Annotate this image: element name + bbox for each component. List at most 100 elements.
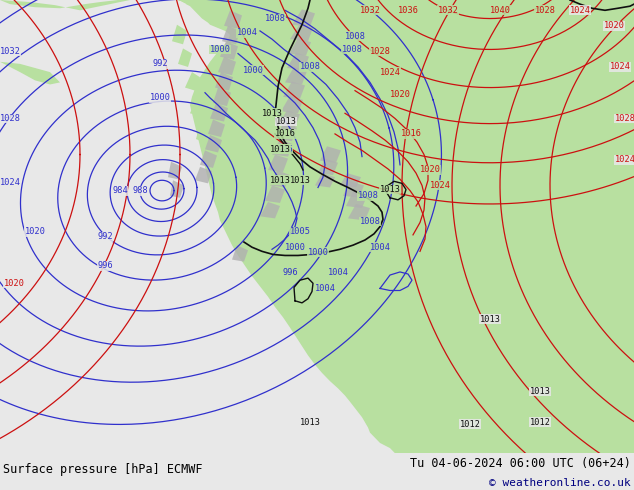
Text: 1016: 1016 bbox=[401, 129, 422, 138]
Polygon shape bbox=[318, 159, 338, 175]
Polygon shape bbox=[208, 120, 225, 137]
Text: 1028: 1028 bbox=[534, 6, 555, 15]
Polygon shape bbox=[235, 216, 248, 234]
Polygon shape bbox=[240, 239, 254, 254]
Text: 1024: 1024 bbox=[609, 62, 630, 72]
Text: 1013: 1013 bbox=[529, 387, 550, 396]
Polygon shape bbox=[195, 167, 212, 183]
Polygon shape bbox=[346, 192, 367, 208]
Text: 1000: 1000 bbox=[209, 45, 231, 54]
Text: 1008: 1008 bbox=[359, 217, 380, 226]
Polygon shape bbox=[205, 135, 222, 152]
Text: 992: 992 bbox=[97, 232, 113, 242]
Text: 1024: 1024 bbox=[0, 178, 20, 187]
Text: 1008: 1008 bbox=[264, 14, 285, 23]
Polygon shape bbox=[315, 173, 335, 188]
Polygon shape bbox=[285, 67, 307, 84]
Polygon shape bbox=[265, 185, 285, 203]
Text: 1020: 1020 bbox=[604, 21, 624, 30]
Text: 996: 996 bbox=[282, 269, 298, 277]
Text: 1028: 1028 bbox=[370, 47, 391, 56]
Text: 1008: 1008 bbox=[299, 62, 321, 72]
Text: 1028: 1028 bbox=[0, 114, 20, 123]
Polygon shape bbox=[200, 150, 217, 168]
Text: 1020: 1020 bbox=[4, 279, 25, 288]
Text: 1012: 1012 bbox=[460, 420, 481, 429]
Text: 1028: 1028 bbox=[614, 114, 634, 123]
Text: Tu 04-06-2024 06:00 UTC (06+24): Tu 04-06-2024 06:00 UTC (06+24) bbox=[410, 457, 631, 470]
Polygon shape bbox=[190, 95, 205, 115]
Text: 1013: 1013 bbox=[269, 145, 290, 154]
Polygon shape bbox=[170, 180, 184, 198]
Text: 1004: 1004 bbox=[236, 28, 257, 37]
Polygon shape bbox=[281, 96, 303, 113]
Polygon shape bbox=[283, 81, 305, 99]
Polygon shape bbox=[224, 10, 242, 29]
Text: 1000: 1000 bbox=[307, 248, 328, 257]
Text: 1013: 1013 bbox=[380, 185, 401, 194]
Polygon shape bbox=[0, 0, 130, 10]
Text: 996: 996 bbox=[277, 145, 293, 154]
Polygon shape bbox=[340, 173, 361, 188]
Polygon shape bbox=[196, 123, 208, 142]
Text: 1032: 1032 bbox=[0, 47, 20, 56]
Text: 1032: 1032 bbox=[359, 6, 380, 15]
Text: 996: 996 bbox=[97, 261, 113, 270]
Text: 1020: 1020 bbox=[389, 90, 410, 99]
Text: 1024: 1024 bbox=[614, 155, 634, 164]
Text: 1013: 1013 bbox=[299, 418, 321, 427]
Polygon shape bbox=[268, 154, 288, 172]
Polygon shape bbox=[218, 57, 236, 75]
Text: 1004: 1004 bbox=[314, 284, 335, 293]
Polygon shape bbox=[172, 24, 187, 44]
Text: 1004: 1004 bbox=[370, 243, 391, 252]
Polygon shape bbox=[290, 24, 313, 41]
Text: 1008: 1008 bbox=[358, 191, 378, 200]
Text: © weatheronline.co.uk: © weatheronline.co.uk bbox=[489, 478, 631, 489]
Polygon shape bbox=[275, 123, 297, 141]
Text: 1024: 1024 bbox=[380, 68, 401, 76]
Text: 1000: 1000 bbox=[150, 94, 171, 102]
Text: 1013: 1013 bbox=[261, 109, 283, 118]
Polygon shape bbox=[348, 204, 370, 221]
Polygon shape bbox=[222, 26, 240, 44]
Polygon shape bbox=[0, 62, 60, 84]
Polygon shape bbox=[213, 88, 231, 106]
Polygon shape bbox=[270, 170, 290, 188]
Text: 1013: 1013 bbox=[269, 176, 290, 185]
Polygon shape bbox=[278, 110, 300, 128]
Text: 1032: 1032 bbox=[437, 6, 458, 15]
Polygon shape bbox=[292, 9, 315, 27]
Text: 1012: 1012 bbox=[529, 418, 550, 427]
Polygon shape bbox=[220, 41, 238, 60]
Text: 1040: 1040 bbox=[489, 6, 510, 15]
Text: 1005: 1005 bbox=[290, 227, 311, 236]
Text: 1000: 1000 bbox=[285, 243, 306, 252]
Text: 1024: 1024 bbox=[569, 6, 590, 15]
Polygon shape bbox=[178, 0, 634, 453]
Polygon shape bbox=[289, 38, 311, 56]
Text: 984: 984 bbox=[112, 186, 128, 195]
Text: 1013: 1013 bbox=[290, 176, 311, 185]
Text: 1008: 1008 bbox=[342, 45, 363, 54]
Text: 1020: 1020 bbox=[25, 227, 46, 236]
Text: Surface pressure [hPa] ECMWF: Surface pressure [hPa] ECMWF bbox=[3, 463, 203, 476]
Polygon shape bbox=[168, 162, 182, 179]
Polygon shape bbox=[320, 147, 341, 163]
Text: 992: 992 bbox=[152, 59, 168, 69]
Polygon shape bbox=[260, 202, 280, 219]
Polygon shape bbox=[232, 245, 248, 262]
Polygon shape bbox=[178, 49, 192, 67]
Text: 1020: 1020 bbox=[420, 166, 441, 174]
Text: 1013: 1013 bbox=[276, 117, 297, 126]
Text: 1004: 1004 bbox=[328, 269, 349, 277]
Text: 1013: 1013 bbox=[479, 315, 500, 324]
Text: 988: 988 bbox=[132, 186, 148, 195]
Text: 1036: 1036 bbox=[398, 6, 418, 15]
Text: 1024: 1024 bbox=[429, 181, 451, 190]
Polygon shape bbox=[343, 181, 364, 198]
Polygon shape bbox=[210, 103, 228, 122]
Polygon shape bbox=[185, 72, 200, 91]
Text: 1000: 1000 bbox=[242, 66, 264, 74]
Polygon shape bbox=[272, 139, 293, 157]
